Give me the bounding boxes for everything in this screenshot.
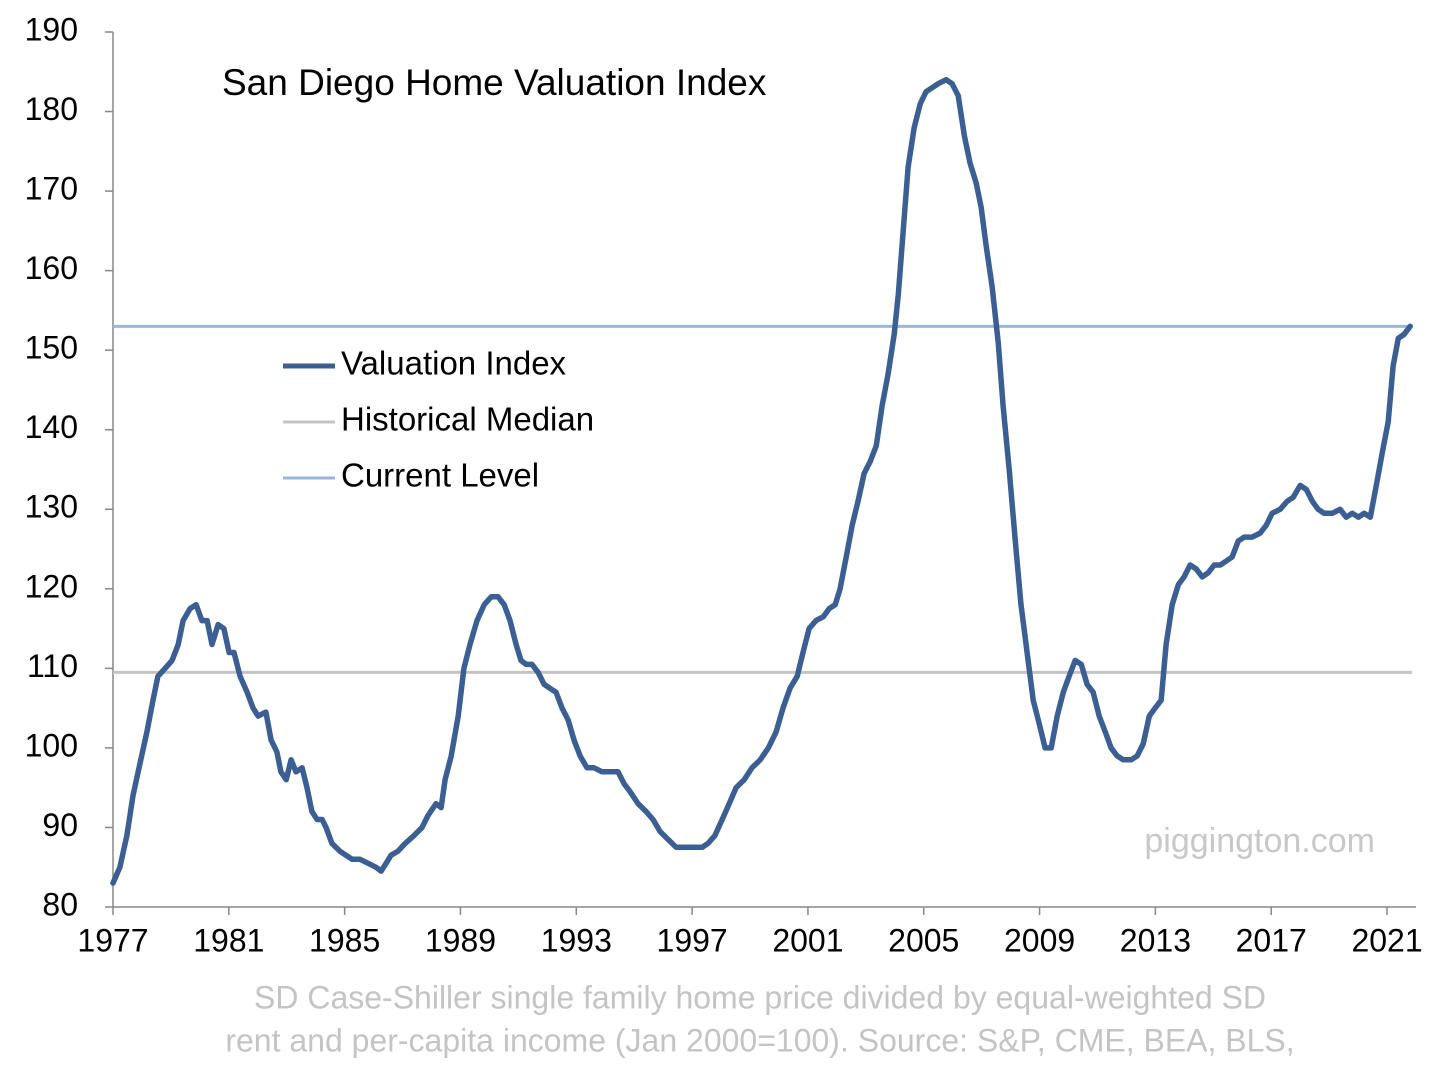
chart-title: San Diego Home Valuation Index [222, 62, 767, 103]
legend-label: Current Level [341, 457, 539, 494]
x-tick-label: 1981 [193, 922, 264, 958]
data-line [110, 76, 1413, 886]
y-tick-label: 190 [25, 11, 78, 47]
y-tick-label: 180 [25, 91, 78, 127]
legend-label: Valuation Index [341, 345, 567, 382]
y-tick-label: 150 [25, 330, 78, 366]
x-tick-label: 2021 [1351, 922, 1422, 958]
x-tick-label: 2009 [1004, 922, 1075, 958]
caption-line: SD Case-Shiller single family home price… [254, 979, 1266, 1015]
x-tick-label: 1993 [541, 922, 612, 958]
x-tick-label: 1989 [425, 922, 496, 958]
y-tick-label: 80 [42, 886, 78, 922]
x-tick-label: 2017 [1236, 922, 1307, 958]
y-tick-label: 170 [25, 171, 78, 207]
y-tick-label: 130 [25, 489, 78, 525]
x-tick-label: 2001 [772, 922, 843, 958]
y-tick-label: 90 [42, 807, 78, 843]
x-tick-label: 1997 [657, 922, 728, 958]
y-tick-label: 140 [25, 409, 78, 445]
y-tick-label: 110 [27, 648, 78, 684]
y-tick-label: 120 [25, 568, 78, 604]
y-tick-label: 160 [25, 250, 78, 286]
caption-line: rent and per-capita income (Jan 2000=100… [225, 1022, 1294, 1058]
x-tick-label: 2013 [1120, 922, 1191, 958]
legend-label: Historical Median [341, 401, 594, 438]
y-tick-label: 100 [25, 727, 78, 763]
watermark: piggington.com [1144, 822, 1375, 860]
x-tick-label: 1985 [309, 922, 380, 958]
x-tick-label: 2005 [888, 922, 959, 958]
x-tick-label: 1977 [77, 922, 148, 958]
